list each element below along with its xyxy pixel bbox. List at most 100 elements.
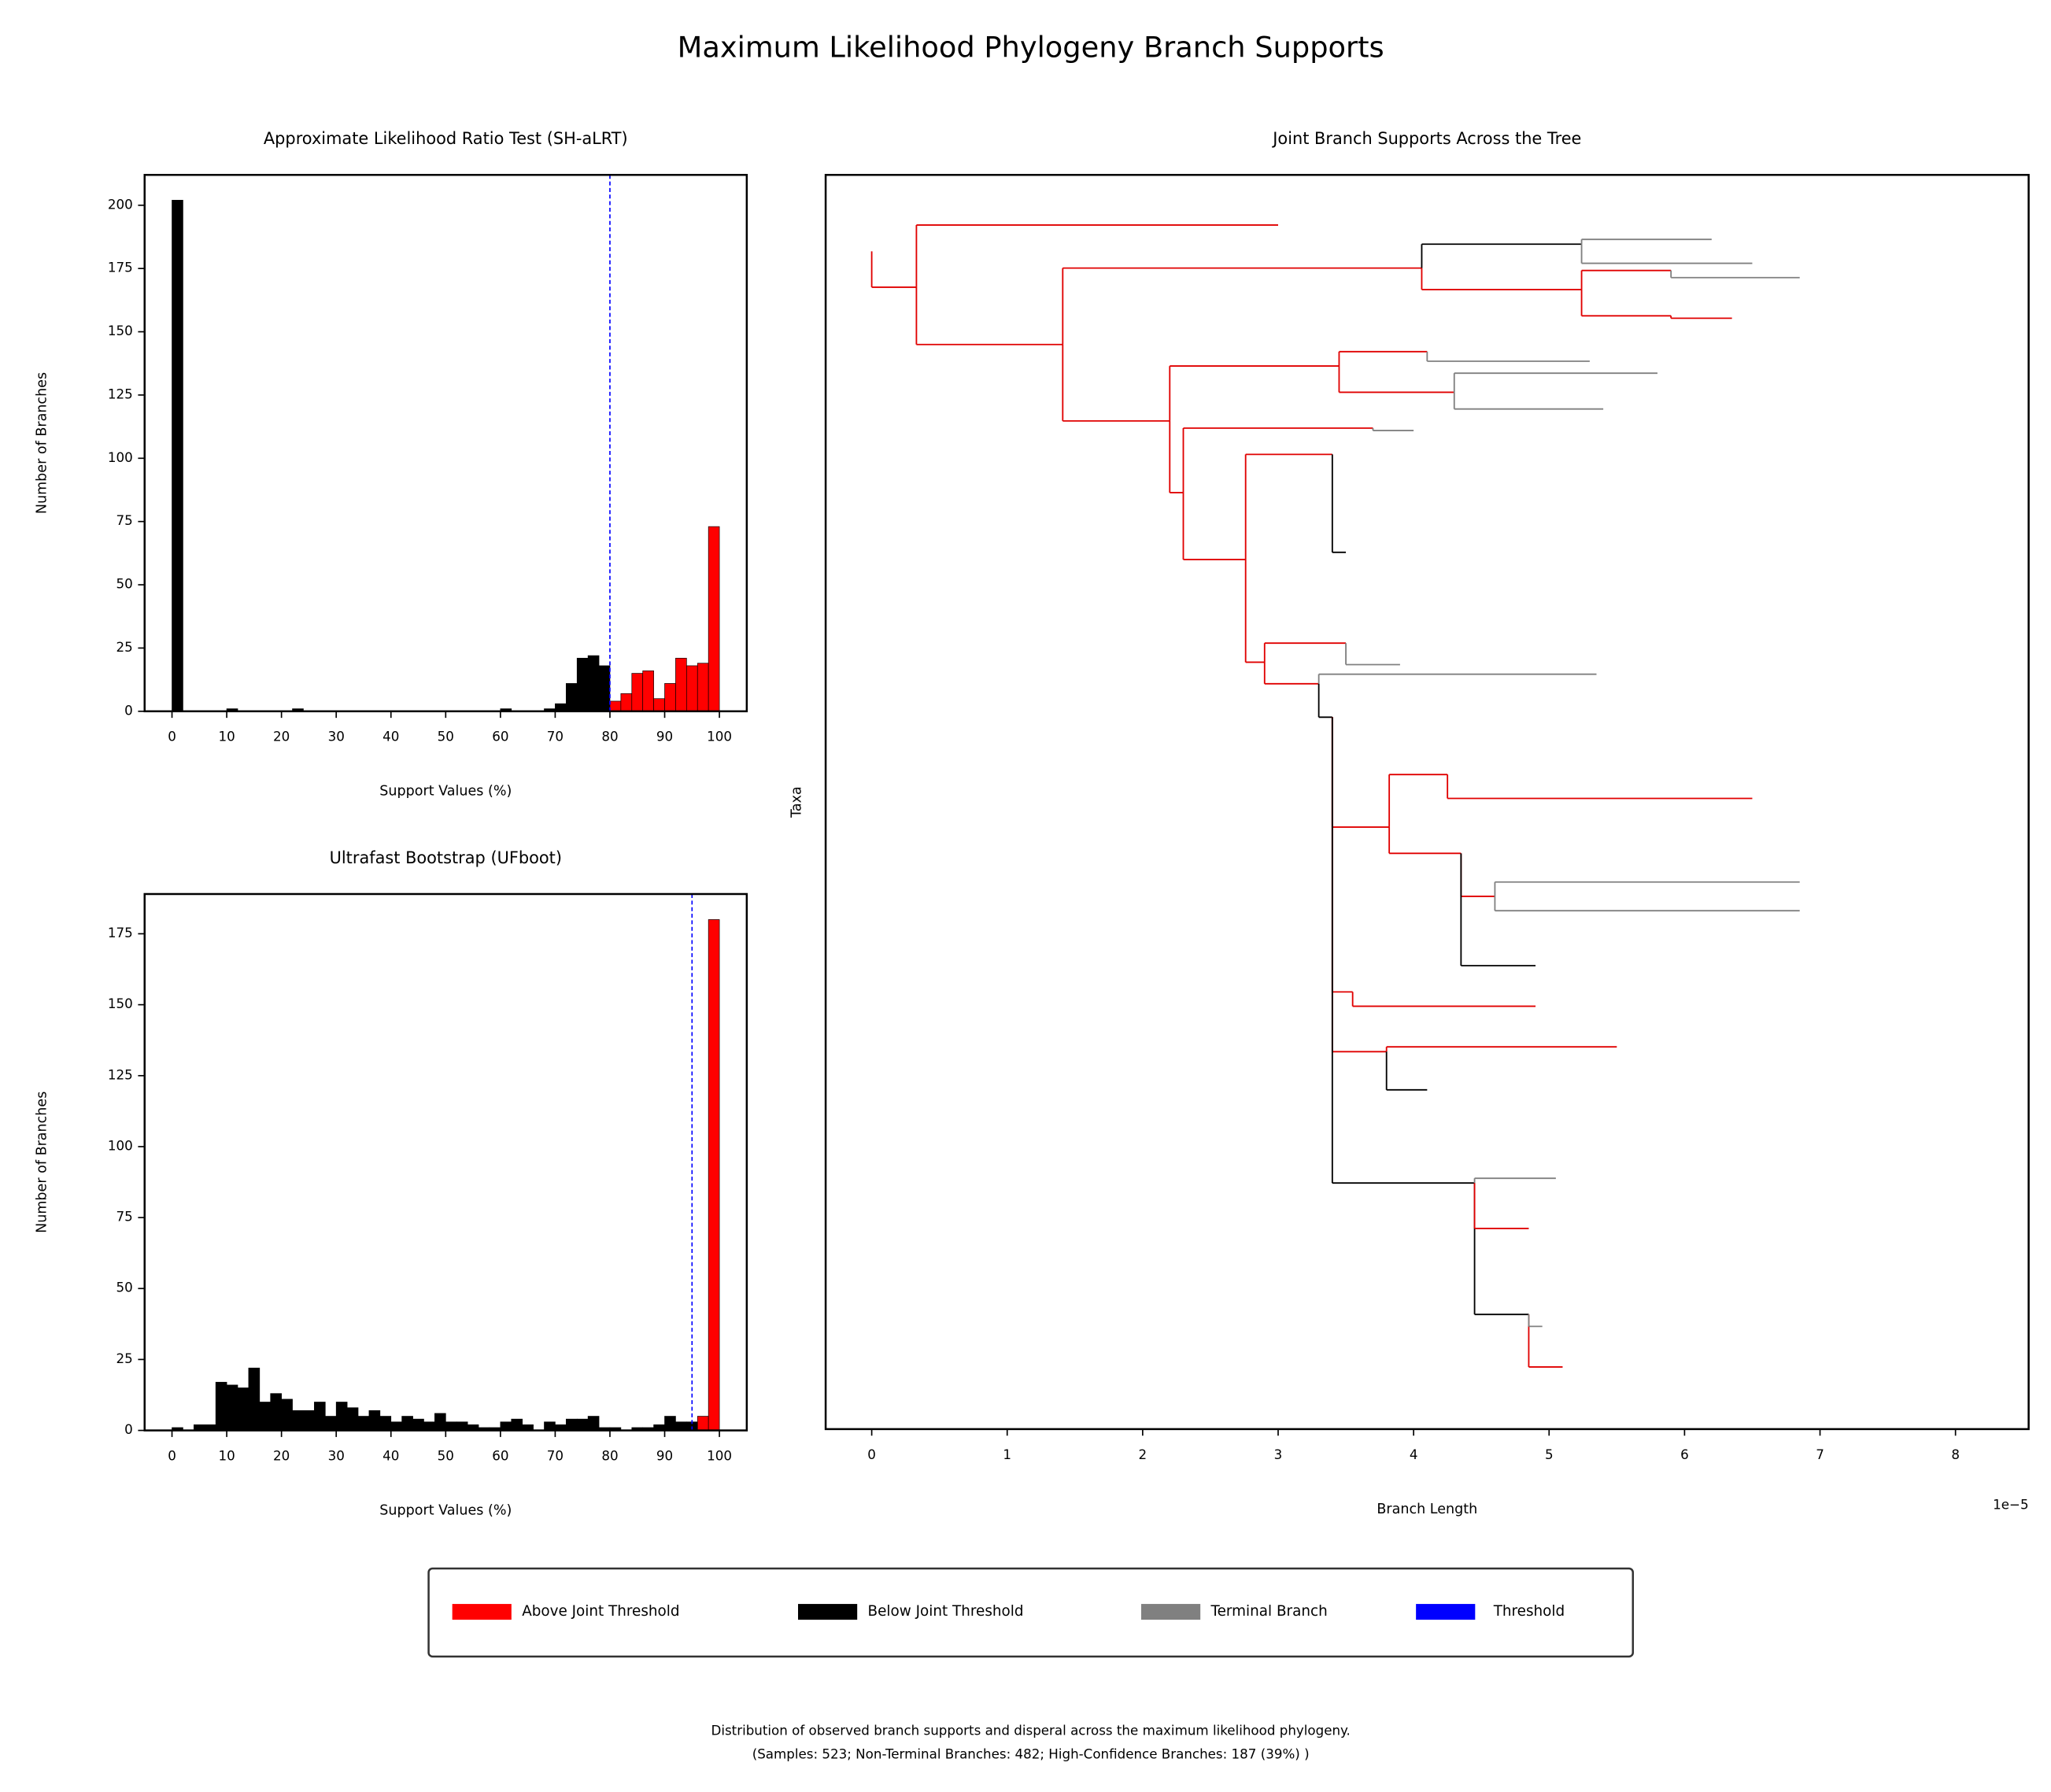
y-tick-label: 175 — [108, 260, 133, 275]
legend-swatch — [1141, 1604, 1201, 1620]
histogram-bar — [314, 1402, 326, 1431]
legend-label: Below Joint Threshold — [868, 1603, 1024, 1620]
histogram-bar — [598, 665, 611, 712]
histogram-bar — [357, 1416, 370, 1431]
y-tick-label: 50 — [116, 576, 132, 592]
y-tick-label: 100 — [108, 449, 133, 465]
y-tick-label: 200 — [108, 196, 133, 212]
y-tick-label: 25 — [116, 1350, 132, 1366]
subplot-title: Ultrafast Bootstrap (UFboot) — [330, 848, 562, 867]
histogram-bar — [544, 1421, 556, 1431]
x-tick-label: 90 — [656, 729, 673, 745]
x-tick-label: 30 — [328, 729, 345, 745]
histogram-bar — [379, 1416, 392, 1431]
histogram-bar — [675, 1421, 687, 1431]
x-tick-label: 3 — [1274, 1447, 1283, 1462]
x-tick-label: 0 — [867, 1447, 876, 1462]
histogram-bar — [697, 663, 709, 712]
histogram-bar — [401, 1416, 413, 1431]
x-tick-label: 50 — [438, 729, 454, 745]
histogram-bar — [620, 693, 633, 712]
histogram-bar — [445, 1421, 457, 1431]
x-tick-label: 30 — [328, 1447, 345, 1463]
x-tick-label: 0 — [168, 1447, 176, 1463]
plot-frame — [143, 173, 748, 713]
histogram-bar — [555, 703, 567, 712]
plot-frame — [143, 892, 748, 1432]
x-tick-label: 6 — [1680, 1447, 1689, 1462]
legend-swatch — [1416, 1604, 1476, 1620]
y-axis-label: Number of Branches — [34, 372, 50, 514]
histogram-bar — [248, 1367, 261, 1431]
histogram-bar — [434, 1413, 446, 1431]
x-tick-label: 20 — [273, 729, 290, 745]
x-tick-label: 70 — [547, 1447, 564, 1463]
x-tick-label: 5 — [1545, 1447, 1554, 1462]
histogram-bar — [237, 1387, 249, 1431]
y-tick-label: 150 — [108, 323, 133, 338]
caption-line: Distribution of observed branch supports… — [711, 1723, 1350, 1738]
histogram-bar — [576, 1418, 589, 1431]
histogram-bar — [456, 1421, 468, 1431]
x-axis-label: Support Values (%) — [379, 784, 512, 800]
x-tick-label: 60 — [492, 1447, 508, 1463]
caption-line: (Samples: 523; Non-Terminal Branches: 48… — [752, 1746, 1310, 1762]
x-tick-label: 90 — [656, 1447, 673, 1463]
x-tick-label: 10 — [218, 729, 235, 745]
x-tick-label: 100 — [707, 1447, 732, 1463]
y-tick-label: 0 — [124, 702, 133, 718]
x-tick-label: 70 — [547, 729, 564, 745]
histogram-bar — [303, 1410, 315, 1431]
histogram-bar — [423, 1421, 435, 1431]
x-axis-label: Support Values (%) — [379, 1502, 512, 1518]
histogram-bar — [226, 1384, 238, 1431]
subplot-title: Joint Branch Supports Across the Tree — [1271, 129, 1581, 148]
x-tick-label: 0 — [168, 729, 176, 745]
histogram-bar — [346, 1407, 359, 1431]
x-tick-label: 100 — [707, 729, 732, 745]
x-axis-label: Branch Length — [1377, 1502, 1477, 1517]
x-tick-label: 10 — [218, 1447, 235, 1463]
legend-label: Above Joint Threshold — [522, 1603, 679, 1620]
histogram-bar — [500, 1421, 512, 1431]
x-offset-label: 1e−5 — [1993, 1496, 2028, 1512]
histogram-bar — [708, 526, 720, 712]
histogram-bar — [675, 657, 687, 712]
histogram-bar — [259, 1402, 272, 1431]
x-tick-label: 8 — [1951, 1447, 1960, 1462]
histogram-bar — [335, 1402, 348, 1431]
histogram-bar — [215, 1381, 227, 1431]
y-tick-label: 50 — [116, 1280, 132, 1295]
x-tick-label: 2 — [1139, 1447, 1147, 1462]
y-tick-label: 0 — [124, 1421, 133, 1437]
histogram-bar — [642, 671, 654, 712]
histogram-bar — [664, 1416, 676, 1431]
plot-frame — [824, 173, 2030, 1431]
histogram-bar — [609, 700, 622, 712]
histogram-bar — [686, 665, 698, 712]
x-tick-label: 40 — [382, 1447, 399, 1463]
histogram-bar — [172, 200, 183, 712]
x-tick-label: 20 — [273, 1447, 290, 1463]
x-tick-label: 80 — [601, 1447, 618, 1463]
x-tick-label: 4 — [1410, 1447, 1418, 1462]
y-tick-label: 125 — [108, 386, 133, 401]
y-tick-label: 175 — [108, 925, 133, 940]
y-tick-label: 125 — [108, 1066, 133, 1082]
histogram-bar — [708, 919, 720, 1431]
x-tick-label: 80 — [601, 729, 618, 745]
legend-label: Terminal Branch — [1210, 1603, 1328, 1620]
x-tick-label: 1 — [1003, 1447, 1011, 1462]
histogram-bar — [587, 655, 600, 712]
figure-title: Maximum Likelihood Phylogeny Branch Supp… — [678, 30, 1384, 64]
histogram-bar — [292, 1410, 304, 1431]
histogram-bar — [664, 683, 676, 712]
histogram-bar — [281, 1398, 293, 1431]
y-tick-label: 100 — [108, 1137, 133, 1153]
histogram-bar — [565, 683, 578, 712]
histogram-bar — [576, 657, 589, 712]
y-tick-label: 75 — [116, 512, 132, 528]
legend-label: Threshold — [1493, 1603, 1565, 1620]
histogram-bar — [324, 1416, 337, 1431]
